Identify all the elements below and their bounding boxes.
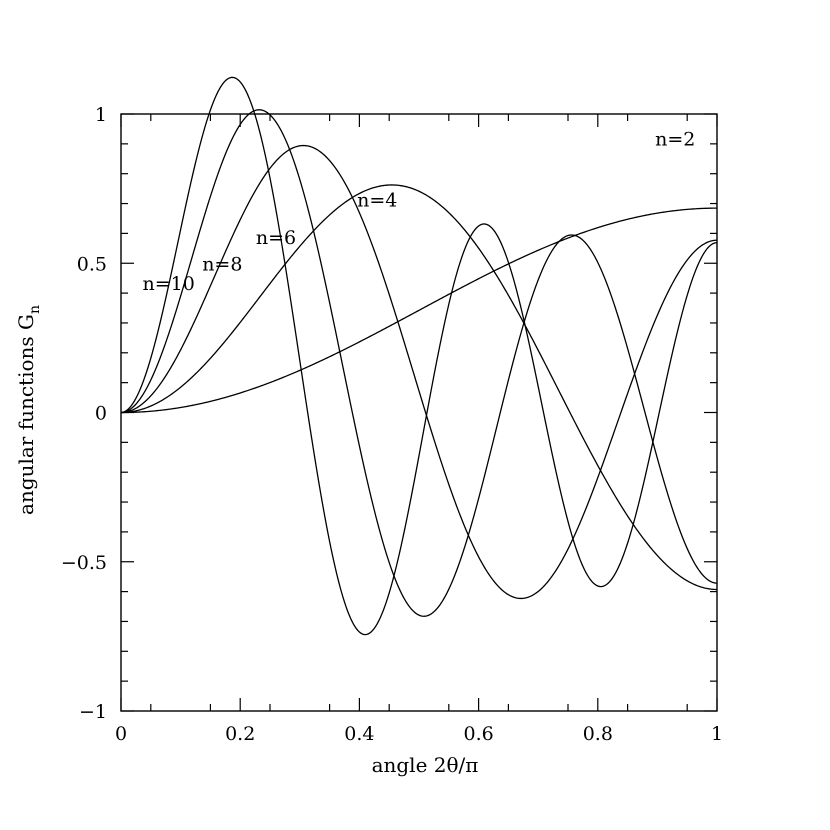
x-tick-label: 0.4 (344, 723, 374, 745)
series-line-n=2 (121, 207, 717, 414)
y-tick-label: −1 (79, 701, 107, 723)
series-line-n=4 (120, 184, 718, 591)
x-tick-label: 0 (115, 723, 127, 745)
series-line-n=10 (120, 76, 718, 636)
y-tick-label: −0.5 (61, 552, 107, 574)
y-tick-label: 0.5 (77, 253, 107, 275)
annotation-n=2: n=2 (655, 128, 695, 150)
annotation-n=8: n=8 (202, 254, 242, 276)
annotations: n=2 n=4 n=6 n=8 n=10 (143, 128, 696, 295)
ticks (120, 113, 718, 712)
y-axis-label-subscript: n (27, 305, 43, 314)
tick-labels: 0 0.2 0.4 0.6 0.8 1 −1 −0.5 0 0.5 1 (61, 104, 723, 745)
x-tick-label: 1 (711, 723, 723, 745)
y-axis-label: angular functions Gn (14, 305, 43, 515)
y-axis-label-main: angular functions G (14, 314, 38, 515)
curves (120, 76, 718, 636)
x-axis-label: angle 2θ/π (372, 753, 479, 777)
x-tick-label: 0.6 (463, 723, 493, 745)
y-tick-label: 1 (95, 104, 107, 126)
series-line-n=6 (120, 144, 718, 600)
y-tick-label: 0 (95, 403, 107, 425)
x-tick-label: 0.8 (583, 723, 613, 745)
x-tick-label: 0.2 (225, 723, 255, 745)
series-line-n=8 (120, 109, 718, 617)
plot-frame (120, 113, 718, 712)
annotation-n=10: n=10 (143, 273, 195, 295)
annotation-n=4: n=4 (357, 190, 397, 212)
annotation-n=6: n=6 (256, 227, 296, 249)
